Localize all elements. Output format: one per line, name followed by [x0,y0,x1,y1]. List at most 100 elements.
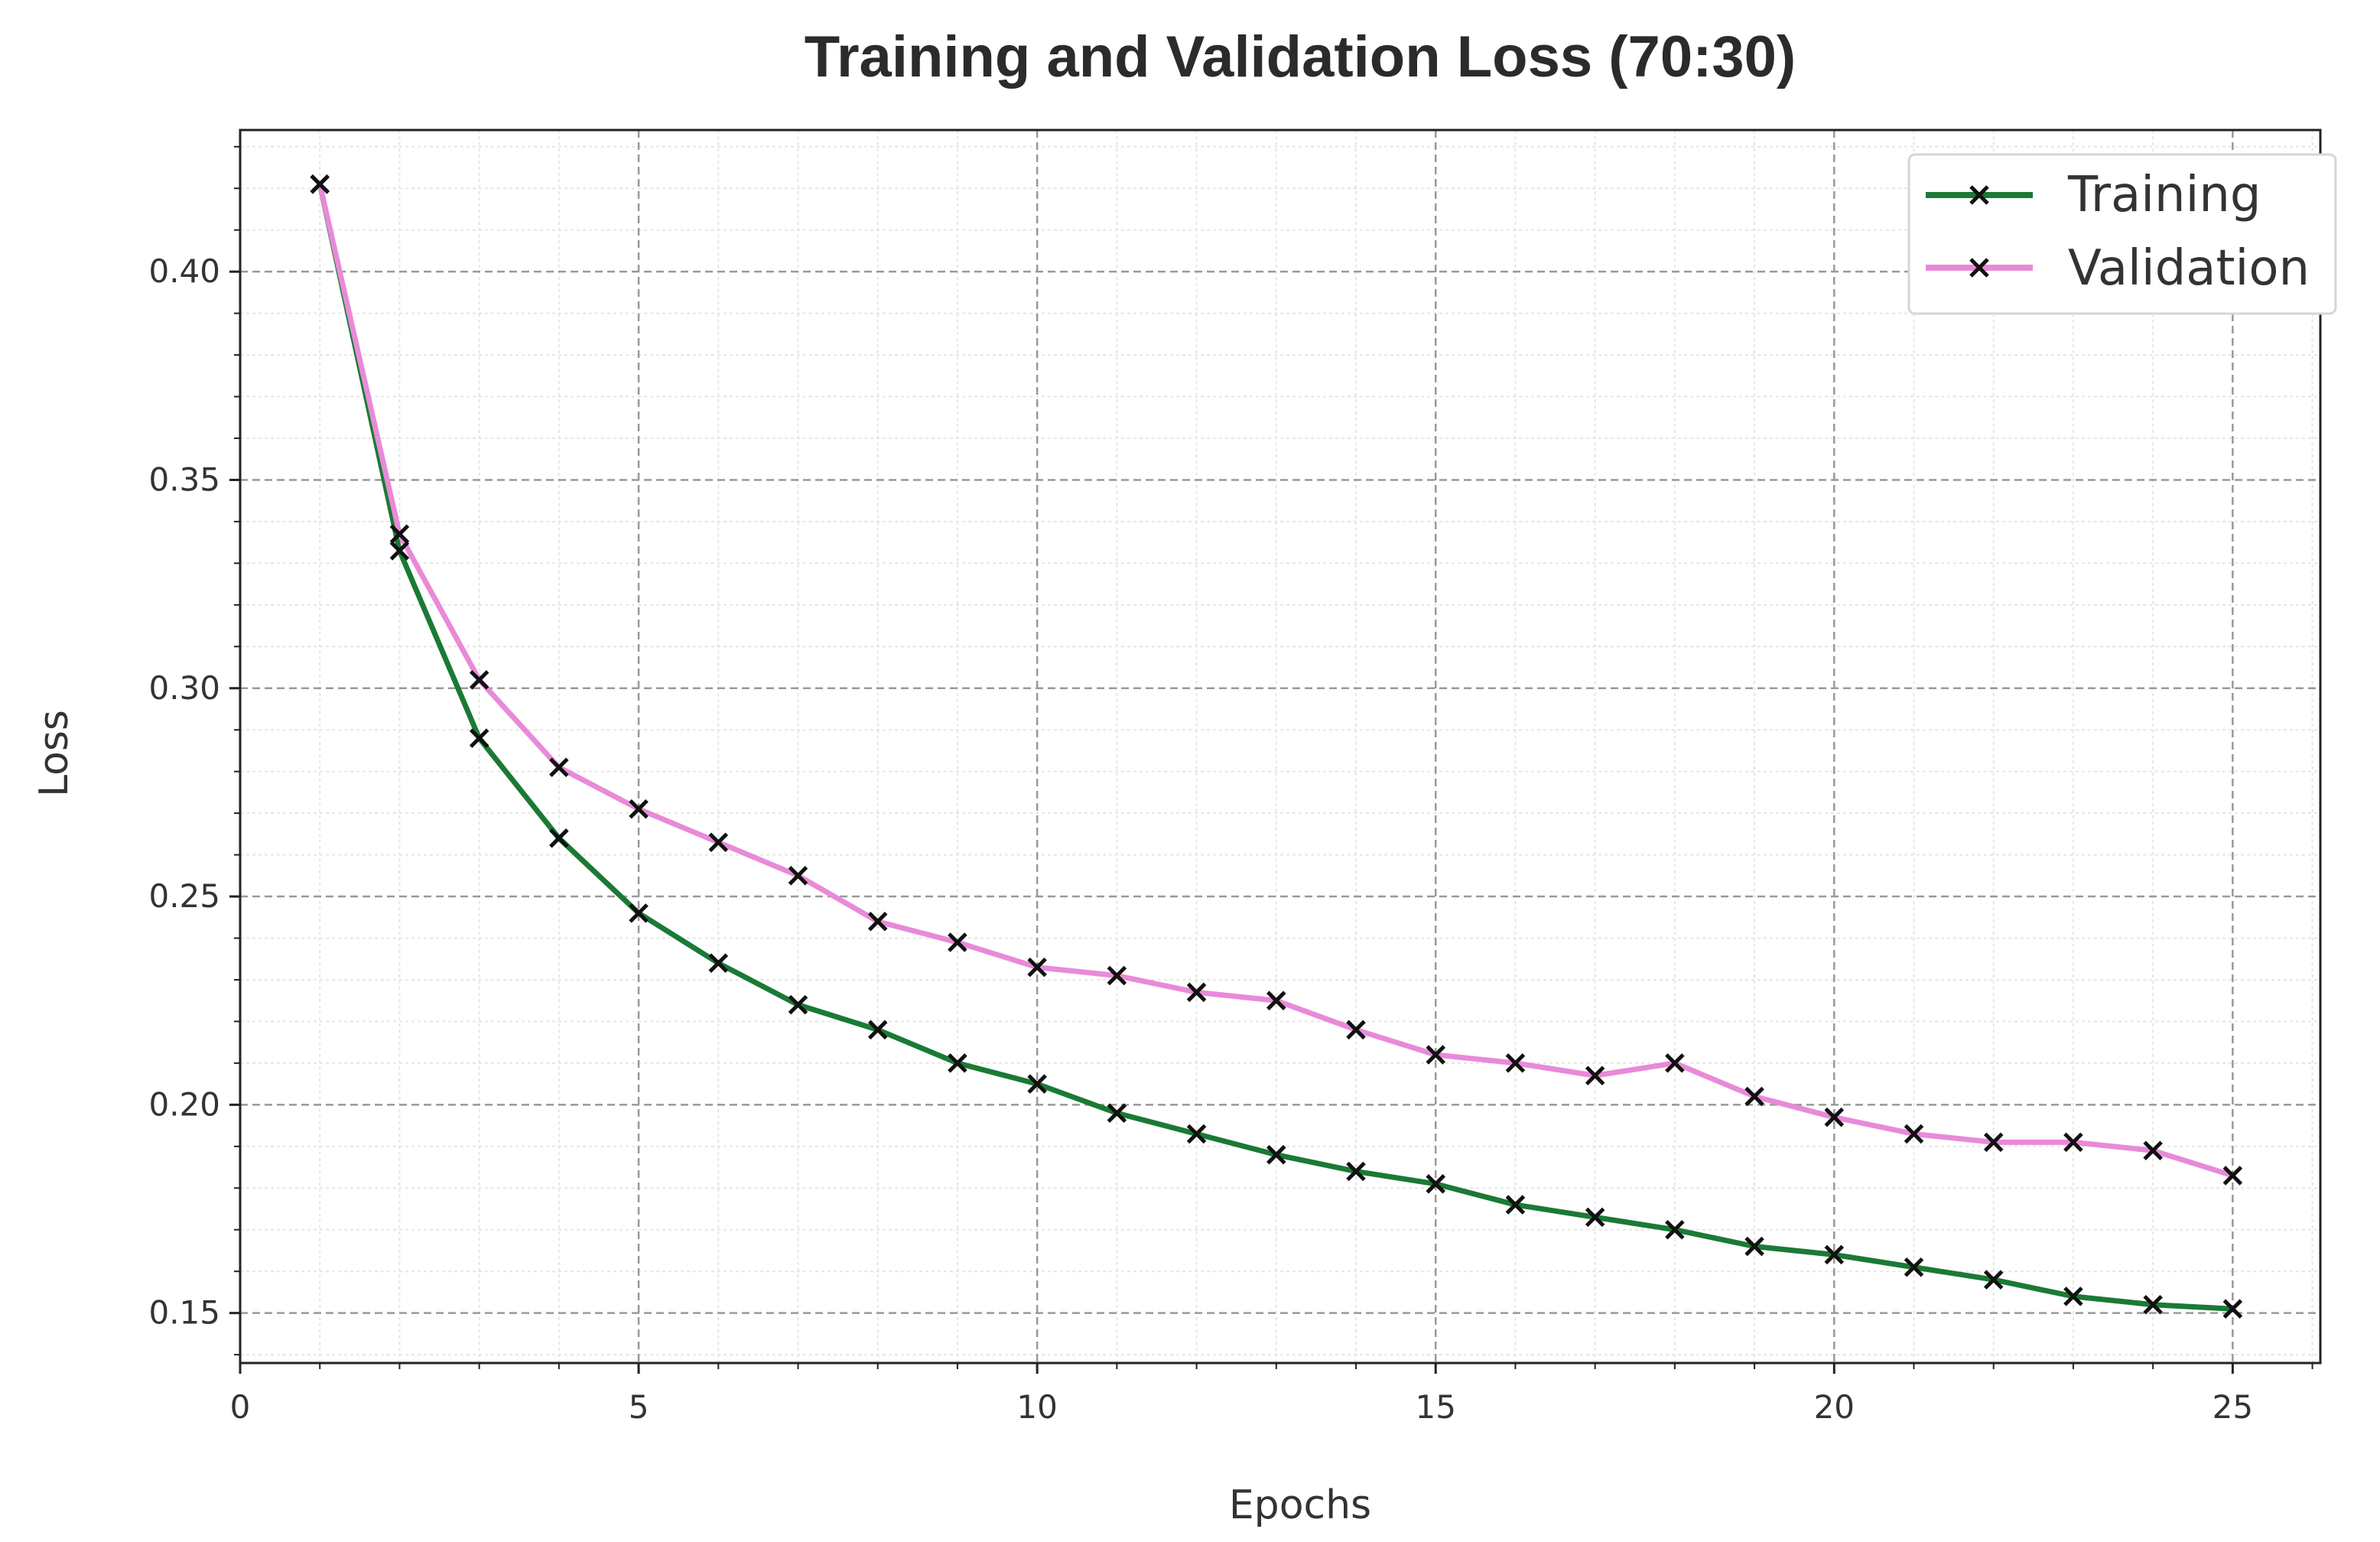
x-tick-label: 0 [230,1388,251,1426]
point-training [629,903,649,923]
y-tick-label: 0.40 [148,252,220,290]
point-validation-stroke [389,524,410,545]
point-training [1186,1124,1207,1144]
point-validation-stroke [1027,957,1047,978]
point-validation-stroke [1665,1053,1685,1073]
point-training [469,728,489,748]
point-training-stroke [389,541,410,561]
plot-frame [239,128,2322,1365]
major-gridlines [240,130,2320,1363]
point-validation [867,911,888,932]
point-validation-stroke [1824,1107,1845,1127]
point-training-stroke [788,994,808,1015]
point-training [1266,1144,1286,1165]
point-training-stroke [867,1020,888,1040]
point-validation [788,866,808,886]
point-training [788,994,808,1015]
point-validation [2222,1166,2243,1186]
point-validation [1107,965,1127,986]
legend-marker-training [1969,185,1989,205]
point-validation-stroke [948,932,967,952]
point-validation [2063,1132,2083,1153]
legend-marker-validation [1969,258,1989,278]
point-validation-stroke [1266,991,1286,1010]
point-validation [708,832,729,853]
point-training [389,541,410,561]
point-validation-stroke [867,911,888,932]
point-validation-stroke [1744,1086,1764,1107]
point-validation-stroke [1904,1124,1924,1144]
point-training-stroke [1027,1074,1047,1094]
point-validation [1824,1107,1845,1127]
point-validation [629,799,649,819]
point-training-stroke [1824,1244,1845,1265]
point-training [1983,1270,2004,1290]
point-training-stroke [1904,1257,1924,1277]
legend: Training Validation [1907,153,2337,315]
point-validation-stroke [1107,965,1127,986]
point-training-stroke [2063,1287,2083,1306]
point-validation [2143,1140,2163,1161]
legend-training-marker [1969,185,1989,205]
point-training [1027,1074,1047,1094]
point-training-stroke [1107,1103,1127,1124]
point-validation [1186,982,1207,1003]
point-training-stroke [708,953,729,973]
point-validation-stroke [1585,1065,1605,1085]
legend-training-label: Training [2067,167,2261,223]
y-tick-label: 0.25 [148,877,220,915]
point-validation [1983,1132,2004,1153]
point-training [867,1020,888,1040]
point-validation-stroke [1505,1053,1526,1073]
point-validation [1426,1045,1445,1065]
point-training [948,1053,967,1073]
point-validation-stroke [2063,1132,2083,1153]
x-tick-label: 25 [2213,1388,2253,1426]
point-validation [948,932,967,952]
point-training [1824,1244,1845,1265]
legend-marker-validation-stroke [1969,258,1989,278]
point-training-stroke [1186,1124,1207,1144]
point-training-stroke [629,903,649,923]
point-training-stroke [1266,1144,1286,1165]
point-validation [1266,991,1286,1010]
point-training-stroke [1665,1219,1685,1240]
point-training [1346,1161,1366,1182]
point-training [1904,1257,1924,1277]
legend-marker-training-stroke [1969,185,1989,205]
point-training [1744,1236,1764,1257]
point-training-stroke [1426,1174,1445,1194]
point-validation-stroke [629,799,649,819]
x-tick-label: 20 [1814,1388,1855,1426]
point-training [549,828,569,848]
point-validation-stroke [708,832,729,853]
legend-validation-marker [1969,258,1989,278]
y-tick-label: 0.30 [148,669,220,707]
axis-ticks [229,145,2313,1374]
point-validation [1027,957,1047,978]
minor-gridlines [240,130,2320,1363]
point-training [1426,1174,1445,1194]
point-validation-stroke [2143,1140,2163,1161]
y-tick-label: 0.20 [148,1085,220,1123]
point-validation [1744,1086,1764,1107]
point-validation-stroke [549,757,569,777]
point-training-stroke [1346,1161,1366,1182]
point-training-stroke [2222,1299,2243,1319]
point-training [2063,1287,2083,1306]
point-validation [1505,1053,1526,1073]
point-training-stroke [549,828,569,848]
point-training [2222,1299,2243,1319]
point-validation-stroke [310,174,330,194]
point-validation-stroke [1346,1020,1366,1040]
point-training-stroke [2143,1294,2163,1315]
point-training [1665,1219,1685,1240]
point-training [1107,1103,1127,1124]
point-validation [1904,1124,1924,1144]
point-training [2143,1294,2163,1315]
chart-title: Training and Validation Loss (70:30) [805,24,1796,89]
point-validation [1585,1065,1605,1085]
point-training [1505,1195,1526,1215]
point-training-stroke [1983,1270,2004,1290]
